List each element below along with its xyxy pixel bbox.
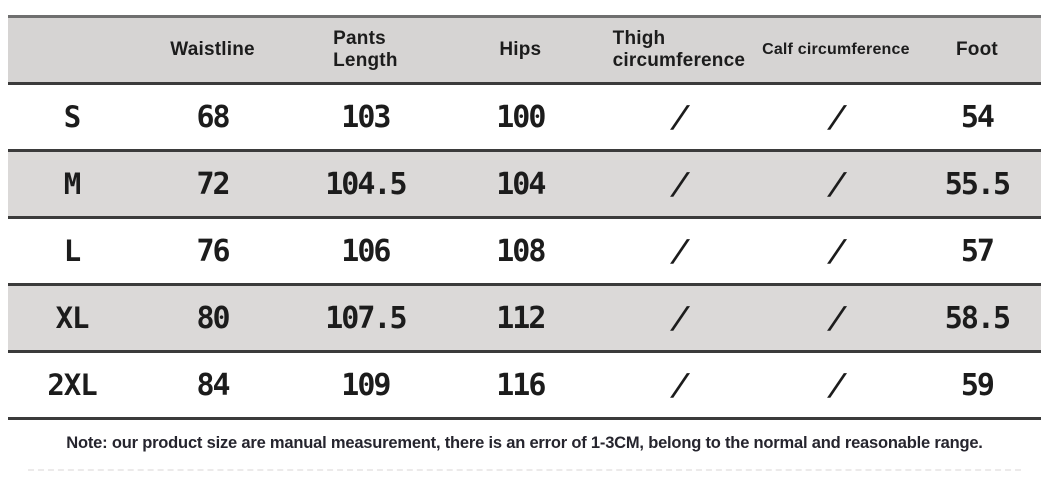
size-cell: XL bbox=[55, 301, 90, 335]
slash-placeholder: / bbox=[667, 166, 691, 202]
value-cell-calf: / bbox=[759, 352, 913, 419]
table-header-row: Waistline Pants Length Hips Thigh circum… bbox=[8, 16, 1041, 84]
slash-placeholder: / bbox=[667, 233, 691, 269]
value-cell-waistline: 76 bbox=[196, 233, 230, 269]
header-cell-pants-length: Pants Length bbox=[289, 17, 442, 84]
value-cell-thigh: / bbox=[599, 151, 759, 218]
value-cell-foot: 57 bbox=[960, 233, 995, 269]
size-cell: S bbox=[63, 100, 81, 134]
slash-placeholder: / bbox=[824, 300, 848, 336]
value-cell-calf: / bbox=[759, 218, 913, 285]
size-cell: M bbox=[63, 167, 81, 201]
size-chart-container: Waistline Pants Length Hips Thigh circum… bbox=[8, 15, 1041, 473]
value-cell-foot: 59 bbox=[960, 367, 995, 403]
value-cell-thigh: / bbox=[599, 285, 759, 352]
value-cell-waistline: 72 bbox=[196, 166, 230, 202]
slash-placeholder: / bbox=[824, 166, 848, 202]
value-cell-thigh: / bbox=[599, 352, 759, 419]
table-row-l: L 76 106 108 / / 57 bbox=[8, 217, 1041, 285]
value-cell-calf: / bbox=[759, 84, 913, 151]
header-cell-thigh-circumference: Thigh circumference bbox=[599, 17, 759, 84]
header-label-foot: Foot bbox=[955, 39, 998, 61]
value-cell-thigh: / bbox=[599, 84, 759, 151]
value-cell-foot: 54 bbox=[960, 99, 995, 135]
value-cell-hips: 100 bbox=[496, 99, 546, 135]
note-text: Note: our product size are manual measur… bbox=[66, 434, 983, 452]
bottom-faint-line bbox=[28, 469, 1021, 473]
note-bar: Note: our product size are manual measur… bbox=[8, 420, 1041, 453]
size-cell: L bbox=[63, 234, 81, 268]
table-row-s: S 68 103 100 / / 54 bbox=[8, 83, 1041, 151]
value-cell-hips: 116 bbox=[496, 367, 546, 403]
value-cell-pants-length: 107.5 bbox=[325, 300, 407, 336]
value-cell-pants-length: 109 bbox=[341, 367, 391, 403]
value-cell-pants-length: 106 bbox=[341, 233, 391, 269]
slash-placeholder: / bbox=[667, 300, 691, 336]
slash-placeholder: / bbox=[667, 367, 691, 403]
value-cell-hips: 104 bbox=[496, 166, 546, 202]
slash-placeholder: / bbox=[824, 99, 848, 135]
header-label-waistline: Waistline bbox=[170, 39, 255, 61]
value-cell-hips: 108 bbox=[496, 233, 546, 269]
table-row-m: M 72 104.5 104 / / 55.5 bbox=[8, 150, 1041, 218]
header-cell-foot: Foot bbox=[913, 17, 1041, 84]
value-cell-calf: / bbox=[759, 285, 913, 352]
header-cell-hips: Hips bbox=[442, 17, 599, 84]
value-cell-thigh: / bbox=[599, 218, 759, 285]
value-cell-foot: 58.5 bbox=[944, 300, 1011, 336]
header-cell-calf-circumference: Calf circumference bbox=[759, 17, 913, 84]
value-cell-waistline: 84 bbox=[196, 367, 230, 403]
header-label-thigh-circumference: Thigh circumference bbox=[612, 28, 746, 71]
value-cell-waistline: 80 bbox=[196, 300, 230, 336]
value-cell-calf: / bbox=[759, 151, 913, 218]
value-cell-waistline: 68 bbox=[196, 99, 230, 135]
value-cell-foot: 55.5 bbox=[944, 166, 1011, 202]
slash-placeholder: / bbox=[667, 99, 691, 135]
header-cell-waistline: Waistline bbox=[136, 17, 289, 84]
table-row-xl: XL 80 107.5 112 / / 58.5 bbox=[8, 284, 1041, 352]
value-cell-hips: 112 bbox=[496, 300, 546, 336]
value-cell-pants-length: 103 bbox=[341, 99, 391, 135]
size-chart-table: Waistline Pants Length Hips Thigh circum… bbox=[8, 15, 1041, 420]
header-label-pants-length: Pants Length bbox=[333, 28, 398, 71]
size-cell: 2XL bbox=[47, 368, 97, 402]
slash-placeholder: / bbox=[824, 367, 848, 403]
header-cell-size bbox=[8, 17, 136, 84]
header-label-calf-circumference: Calf circumference bbox=[762, 40, 910, 58]
table-row-2xl: 2XL 84 109 116 / / 59 bbox=[8, 351, 1041, 419]
header-label-hips: Hips bbox=[499, 39, 542, 61]
slash-placeholder: / bbox=[824, 233, 848, 269]
value-cell-pants-length: 104.5 bbox=[325, 166, 407, 202]
